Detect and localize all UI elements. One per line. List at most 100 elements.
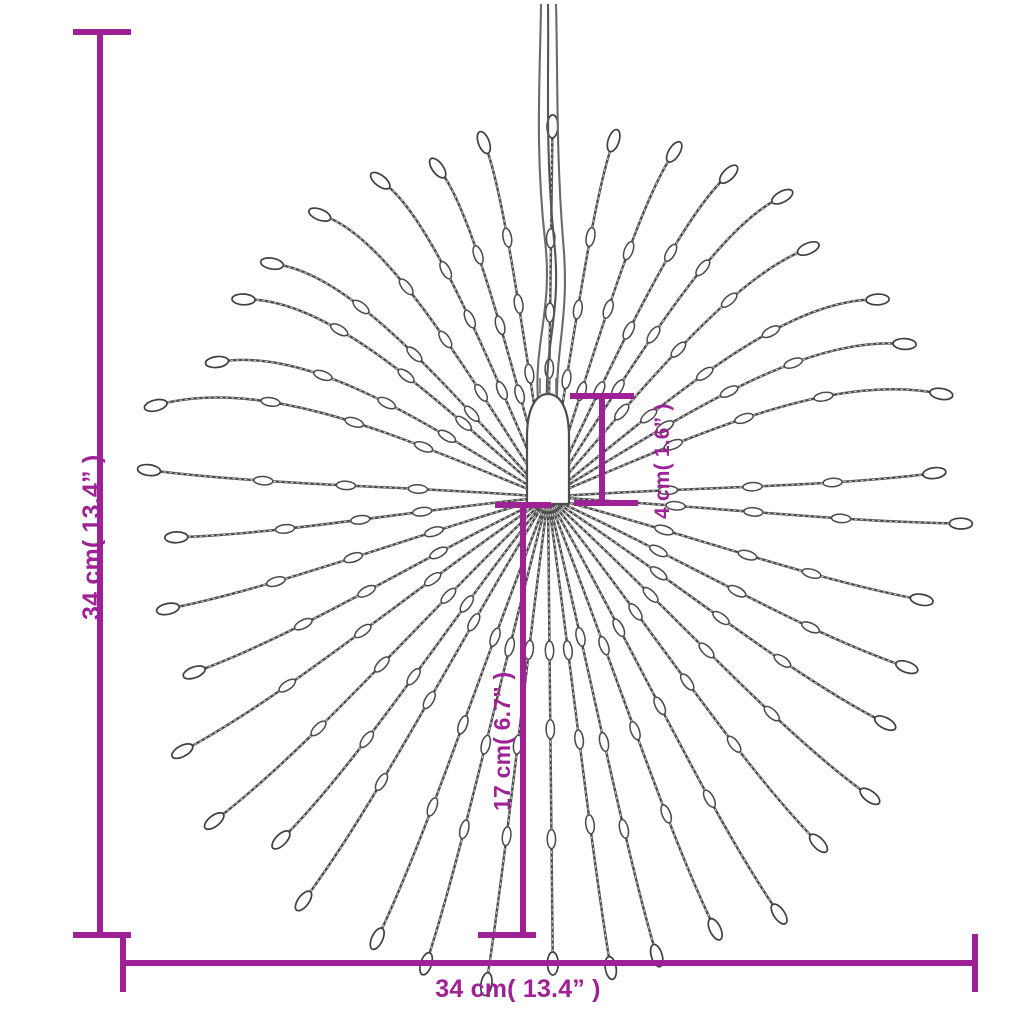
led-bulb — [575, 626, 586, 647]
spoke-tip-loop — [369, 927, 385, 951]
led-bulb — [734, 412, 754, 425]
led-bulb — [467, 612, 481, 632]
led-bulb — [278, 678, 297, 693]
spoke-tip-loop — [259, 257, 285, 271]
led-bulb — [463, 405, 480, 422]
led-bulb — [343, 551, 364, 564]
spoke-wire — [546, 495, 555, 966]
led-bulb — [822, 477, 843, 488]
led-bulb — [737, 549, 758, 561]
led-bulb — [584, 814, 596, 835]
spoke-tip-loop — [873, 715, 897, 732]
led-bulb — [726, 735, 742, 753]
led-bulb — [663, 438, 684, 451]
led-bulb — [438, 330, 453, 349]
capsule-hub — [525, 376, 571, 506]
led-bulb — [654, 524, 674, 536]
led-bulb — [422, 690, 437, 710]
spoke-tip-loop — [163, 531, 189, 544]
spoke-tip-loop — [865, 293, 890, 306]
spoke-wire — [546, 495, 872, 799]
led-bulb — [572, 299, 583, 320]
spoke-tip-loop — [892, 337, 917, 351]
led-bulb — [398, 278, 414, 296]
led-bulb — [698, 642, 715, 659]
spoke-tip-loop — [307, 207, 332, 222]
led-bulb — [439, 260, 453, 280]
spoke-tip-loop — [271, 830, 291, 850]
led-bulb — [640, 408, 658, 424]
led-bulb — [702, 789, 717, 809]
led-bulb — [642, 586, 659, 603]
spoke-tip-loop — [155, 602, 181, 616]
starburst-light-illustration — [136, 3, 974, 997]
spoke-tip-loop — [479, 971, 493, 997]
led-bulb — [274, 523, 296, 534]
spoke-tip-loop — [808, 833, 829, 854]
led-bulb — [561, 369, 572, 390]
led-bulb — [660, 804, 673, 824]
led-bulb — [720, 292, 738, 308]
led-bulb — [424, 526, 444, 538]
led-bulb — [413, 440, 434, 453]
led-bulb — [457, 715, 469, 735]
led-bulb — [313, 369, 333, 382]
spoke-tip-loop — [294, 890, 313, 912]
led-bulb — [463, 309, 477, 329]
led-bulb — [406, 667, 421, 686]
led-bulb — [374, 772, 389, 792]
led-bulb — [646, 325, 661, 344]
dimension-hub-height — [570, 393, 638, 506]
dimension-spoke-length — [478, 502, 551, 938]
led-bulb — [743, 506, 764, 517]
spoke-tip-loop — [771, 188, 794, 205]
led-bulb — [546, 828, 557, 850]
led-bulb — [489, 627, 501, 647]
led-bulb — [545, 718, 556, 740]
spoke-wire — [546, 495, 781, 917]
led-bulb — [480, 734, 492, 755]
spoke-tip-loop — [143, 398, 168, 413]
led-bulb — [397, 368, 415, 384]
led-bulb — [310, 720, 327, 737]
led-bulb — [407, 484, 429, 494]
led-bulb — [679, 673, 695, 691]
led-bulb — [377, 396, 397, 410]
spoke-tip-loop — [770, 903, 788, 925]
led-bulb — [657, 485, 679, 496]
led-bulb — [412, 506, 433, 517]
led-bulb — [455, 415, 473, 432]
led-bulb — [373, 656, 390, 673]
led-bulb — [293, 617, 313, 631]
led-bulb — [648, 544, 668, 558]
spoke-wire — [241, 298, 550, 499]
led-bulb — [618, 818, 630, 839]
spoke-tip-loop — [606, 128, 621, 153]
led-bulb — [665, 500, 686, 511]
spoke-wire — [214, 358, 550, 499]
spoke-tip-loop — [428, 157, 447, 179]
spoke-tip-loop — [204, 355, 230, 369]
led-bulb — [260, 396, 281, 408]
led-bulb — [502, 227, 513, 248]
led-bulb — [763, 705, 781, 722]
led-bulb — [695, 366, 714, 382]
led-bulb — [783, 357, 804, 369]
spoke-tip-loop — [707, 917, 724, 941]
led-bulb — [459, 595, 475, 613]
led-bulb — [495, 380, 509, 401]
spoke-wire — [546, 298, 880, 499]
spoke-tip-loop — [796, 240, 820, 257]
led-bulb — [265, 576, 286, 588]
spoke-wire — [546, 495, 888, 725]
dimension-label-overall-height: 34 cm( 13.4” ) — [78, 454, 106, 620]
spoke-tip-loop — [231, 293, 256, 306]
led-bulb — [359, 730, 375, 749]
led-bulb — [653, 696, 667, 716]
led-bulb — [253, 475, 274, 486]
spoke-tip-loop — [922, 466, 947, 480]
led-bulb — [649, 566, 668, 581]
led-bulb — [426, 797, 439, 817]
led-bulb — [335, 480, 357, 491]
